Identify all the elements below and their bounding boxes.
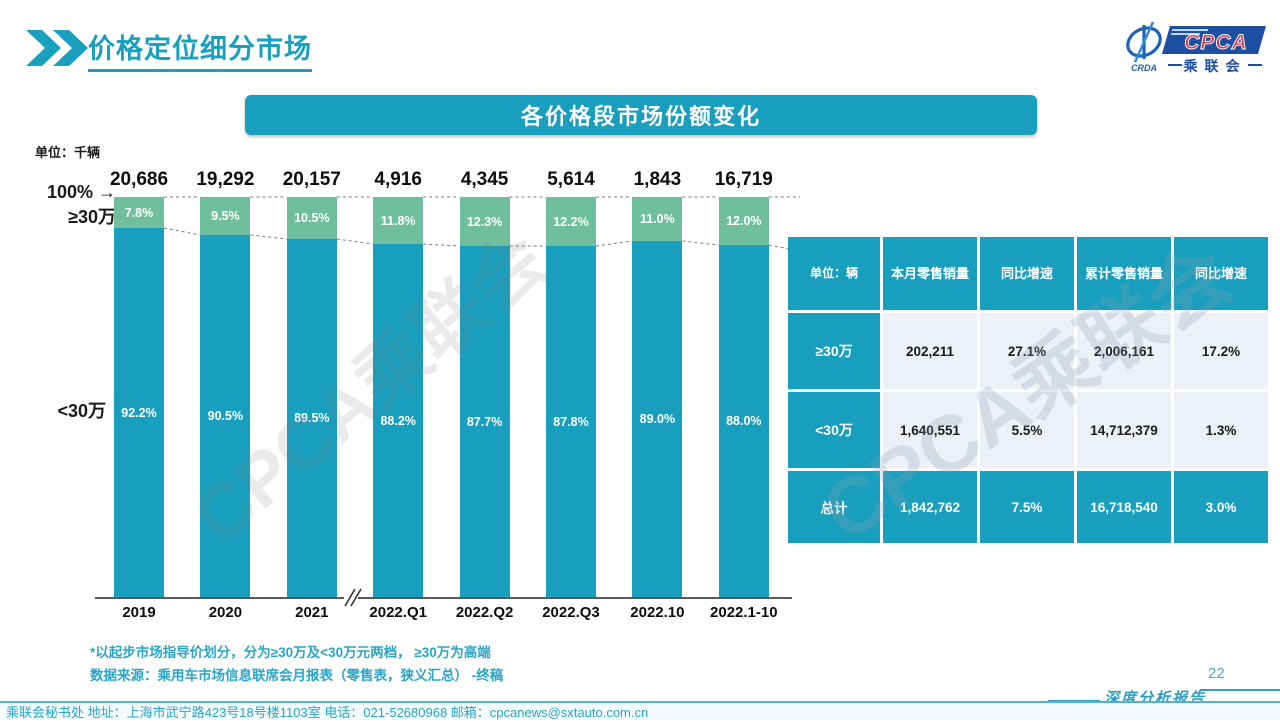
x-axis-label: 2021 xyxy=(295,604,329,621)
dashed-boundary-connector xyxy=(336,238,374,245)
table-data-cell: 5.5% xyxy=(980,392,1074,468)
bar-total-value: 1,843 xyxy=(633,169,682,190)
page-number: 22 xyxy=(1208,665,1225,682)
dashed-boundary-connector xyxy=(423,243,460,247)
bar-segment-ge30: 7.8% xyxy=(114,197,164,228)
table-row-label: <30万 xyxy=(788,392,880,468)
bar-segment-lt30-label: 89.0% xyxy=(639,412,676,426)
logo-crda-text: CRDA xyxy=(1131,63,1157,73)
footer-contact-bar: 乘联会秘书处 地址：上海市武宁路423号18号楼1103室 电话：021-526… xyxy=(0,701,1280,720)
x-axis-label: 2022.10 xyxy=(630,604,685,621)
bar-segment-lt30: 89.0% xyxy=(632,241,683,597)
bar-segment-ge30: 11.0% xyxy=(632,197,683,241)
table-data-cell: 3.0% xyxy=(1174,471,1268,543)
chart-title-banner: 各价格段市场份额变化 xyxy=(245,95,1037,135)
bar-segment-ge30-label: 11.0% xyxy=(640,212,675,226)
table-header-cell: 同比增速 xyxy=(1174,237,1268,310)
dashed-boundary-connector xyxy=(250,234,287,240)
page-title: 价格定位细分市场 xyxy=(88,27,312,72)
decorative-line xyxy=(1200,689,1280,691)
table-data-cell: 17.2% xyxy=(1174,313,1268,389)
bar-total-value: 5,614 xyxy=(547,169,595,190)
table-header-cell: 同比增速 xyxy=(980,237,1074,310)
bar-segment-lt30: 92.2% xyxy=(114,228,164,597)
logo-cpca-text: CPCA xyxy=(1184,31,1248,54)
cpca-logo: CRDA CPCA 乘联会 xyxy=(1126,21,1266,74)
bar-segment-lt30: 90.5% xyxy=(200,235,251,597)
bar-segment-ge30-label: 9.5% xyxy=(211,209,240,223)
price-segment-table: 单位：辆 本月零售销量 同比增速 累计零售销量 同比增速 ≥30万 202,211 27.1%… xyxy=(788,237,1268,543)
table-data-cell: 14,712,379 xyxy=(1077,392,1171,468)
bar-segment-lt30-label: 92.2% xyxy=(121,405,157,420)
table-data-cell: 16,718,540 xyxy=(1077,471,1171,543)
table-data-cell: 7.5% xyxy=(980,471,1074,543)
bar-segment-ge30: 12.3% xyxy=(459,197,510,246)
bar-segment-ge30: 9.5% xyxy=(200,197,251,235)
table-data-cell: 2,006,161 xyxy=(1077,313,1171,389)
bar-segment-lt30: 88.2% xyxy=(373,244,424,597)
bar-segment-ge30-label: 12.2% xyxy=(553,214,589,229)
bar-segment-lt30-label: 89.5% xyxy=(294,411,330,425)
bar-segment-lt30: 87.7% xyxy=(459,246,510,597)
bar-segment-lt30-label: 87.7% xyxy=(466,414,503,429)
bar-segment-lt30-label: 88.2% xyxy=(380,413,416,428)
footnote-source: 数据来源：乘用车市场信息联席会月报表（零售表，狭义汇总） -终稿 xyxy=(90,668,504,683)
bar-total-value: 4,916 xyxy=(374,169,422,190)
x-axis-label: 2022.Q2 xyxy=(455,604,514,621)
legend-ge30-label: ≥30万 xyxy=(68,207,116,227)
bar-segment-ge30-label: 12.3% xyxy=(466,214,503,229)
right-arrow-icon: → xyxy=(98,182,116,202)
bar-total-value: 20,686 xyxy=(109,169,169,190)
bar-total-value: 4,345 xyxy=(460,169,509,190)
bar-segment-lt30: 88.0% xyxy=(718,245,769,597)
table-data-cell: 202,211 xyxy=(883,313,977,389)
double-chevron-icon xyxy=(26,30,88,66)
bar-total-value: 20,157 xyxy=(282,169,341,190)
table-row-label: ≥30万 xyxy=(788,313,880,389)
dashed-boundary-connector xyxy=(682,240,719,246)
bar-segment-ge30: 11.8% xyxy=(373,197,424,244)
bar-total-value: 19,292 xyxy=(196,169,255,190)
bar-segment-lt30: 87.8% xyxy=(546,246,596,597)
bar-total-value: 16,719 xyxy=(714,169,773,190)
table-data-cell: 1,842,762 xyxy=(883,471,977,543)
bar-segment-lt30-label: 88.0% xyxy=(726,414,762,428)
bar-segment-ge30: 10.5% xyxy=(286,197,337,239)
x-axis-label: 2022.Q3 xyxy=(542,604,600,621)
table-data-cell: 27.1% xyxy=(980,313,1074,389)
bar-segment-ge30-label: 7.8% xyxy=(124,205,154,220)
bar-segment-ge30-label: 12.0% xyxy=(726,214,762,228)
table-header-cell: 本月零售销量 xyxy=(883,237,977,310)
legend-lt30-label: <30万 xyxy=(57,401,106,421)
bar-segment-ge30: 12.2% xyxy=(546,197,596,246)
bar-segment-lt30-label: 90.5% xyxy=(207,409,244,423)
bar-segment-lt30-label: 87.8% xyxy=(553,414,589,429)
chart-title: 各价格段市场份额变化 xyxy=(520,104,761,129)
dashed-boundary-connector xyxy=(163,227,201,236)
bar-segment-lt30: 89.5% xyxy=(286,239,337,597)
x-axis-label: 2022.Q1 xyxy=(369,604,427,621)
x-axis-label: 2019 xyxy=(122,604,156,621)
axis-100-label: 100% → xyxy=(46,182,116,202)
table-header-cell: 单位：辆 xyxy=(788,237,880,310)
dashed-boundary-connector xyxy=(595,240,633,247)
x-axis-label: 2022.1-10 xyxy=(710,604,778,621)
footnote-definition: *以起步市场指导价划分，分为≥30万及<30万元两档， ≥30万为高端 xyxy=(90,645,491,660)
x-axis-label: 2020 xyxy=(208,604,243,621)
table-data-cell: 1.3% xyxy=(1174,392,1268,468)
table-data-cell: 1,640,551 xyxy=(883,392,977,468)
bar-segment-ge30-label: 11.8% xyxy=(380,213,416,228)
bar-segment-ge30: 12.0% xyxy=(718,197,769,245)
bar-segment-ge30-label: 10.5% xyxy=(294,211,330,225)
unit-label: 单位：千辆 xyxy=(35,145,101,160)
table-header-cell: 累计零售销量 xyxy=(1077,237,1171,310)
logo-cn-text: 乘联会 xyxy=(1183,58,1247,74)
table-row-label: 总计 xyxy=(788,471,880,543)
